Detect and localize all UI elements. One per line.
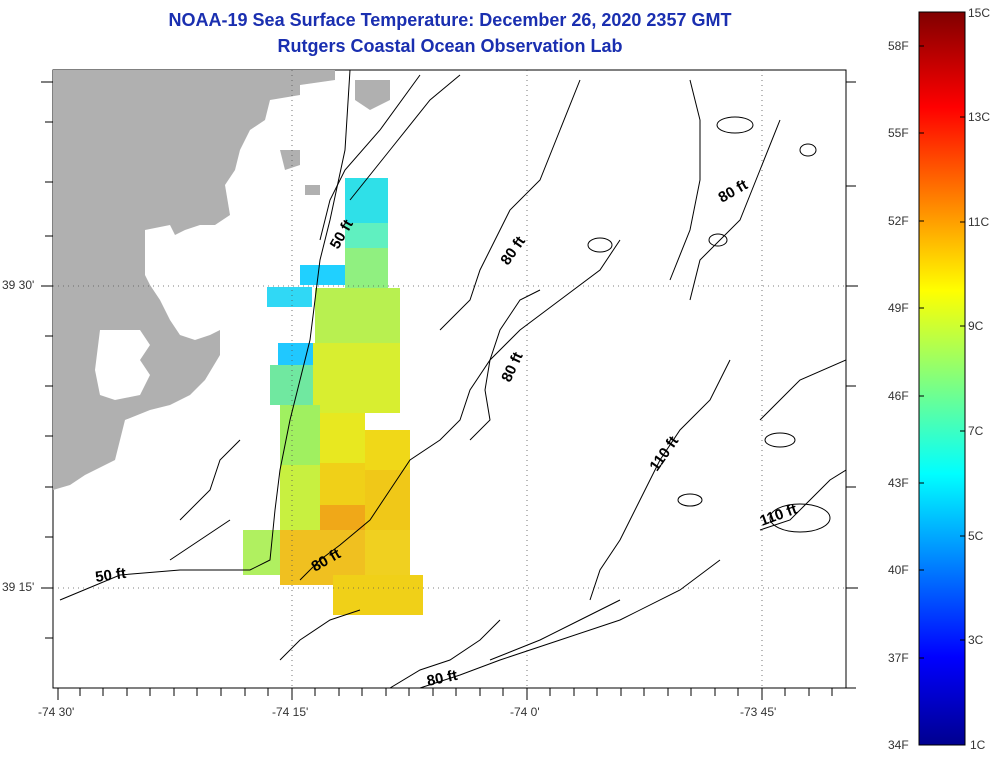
colorbar-c-label: 9C (968, 319, 984, 333)
colorbar-f-label: 43F (888, 476, 909, 490)
bathymetry-contours (59, 70, 846, 688)
colorbar-f-label: 52F (888, 214, 909, 228)
map-subtitle: Rutgers Coastal Ocean Observation Lab (277, 36, 623, 56)
land-patch (355, 80, 390, 110)
bay-water (95, 330, 150, 400)
colorbar-f-label: 37F (888, 651, 909, 665)
colorbar-f-label: 55F (888, 126, 909, 140)
colorbar-f-label: 40F (888, 563, 909, 577)
lon-tick-label: -74 15' (272, 705, 309, 719)
lon-tick-label: -74 0' (510, 705, 540, 719)
colorbar-c-label: 5C (968, 529, 984, 543)
land-patch (280, 150, 300, 170)
colorbar-c-label: 13C (968, 110, 991, 124)
colorbar-f-label: 34F (888, 738, 909, 752)
axis-ticks (41, 81, 858, 700)
colorbar-c-label: 11C (968, 215, 990, 229)
sst-data (243, 178, 423, 615)
colorbar-c-label: 15C (968, 6, 991, 20)
lon-tick-label: -74 30' (38, 705, 75, 719)
colorbar-f-label: 49F (888, 301, 909, 315)
colorbar-c-label: 1C (970, 738, 986, 752)
graticule (53, 70, 846, 688)
lon-tick-label: -73 45' (740, 705, 777, 719)
colorbar-c-label: 7C (968, 424, 984, 438)
contour-label: 80 ft (425, 667, 459, 690)
lat-tick-label: 39 30' (2, 278, 35, 292)
colorbar-f-label: 46F (888, 389, 909, 403)
lat-tick-label: 39 15' (2, 580, 35, 594)
colorbar-ticks (919, 45, 965, 659)
land-patch (305, 185, 320, 195)
map-title: NOAA-19 Sea Surface Temperature: Decembe… (168, 10, 732, 30)
colorbar-c-label: 3C (968, 633, 984, 647)
colorbar-f-label: 58F (888, 39, 909, 53)
contour-label: 50 ft (94, 565, 127, 586)
colorbar (918, 11, 966, 746)
